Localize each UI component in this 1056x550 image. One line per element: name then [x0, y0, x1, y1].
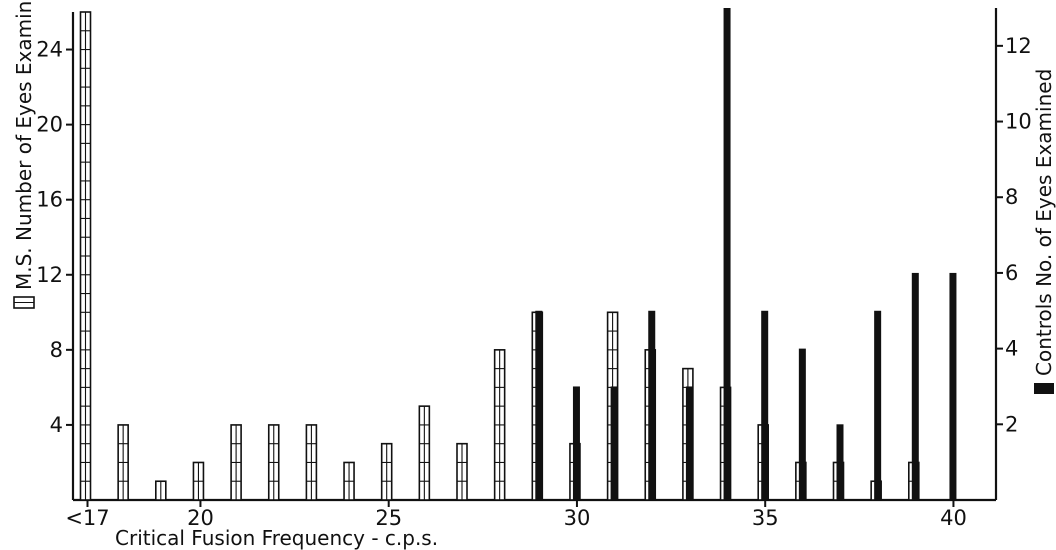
left-y-axis-title: M.S. Number of Eyes Examined — [12, 0, 36, 290]
x-ticks: <17 20 25 30 35 40 — [65, 500, 967, 530]
left-y-tick-label: 4 — [50, 413, 63, 437]
left-y-tick-label: 8 — [50, 338, 63, 362]
x-tick-label: 20 — [187, 506, 214, 530]
right-y-tick-label: 4 — [1005, 337, 1018, 361]
right-y-tick-label: 2 — [1005, 412, 1018, 436]
left-y-axis: 4 8 12 16 20 24 M.S. Number of Eyes Examined — [12, 0, 75, 500]
controls-bar — [761, 310, 769, 500]
ms-bar — [305, 424, 318, 501]
x-axis: <17 20 25 30 35 40 Critical Fusion Frequency … — [65, 498, 996, 550]
right-y-title-group: Controls No. of Eyes Examined — [1032, 69, 1056, 394]
x-tick-label: 30 — [564, 506, 591, 530]
left-y-tick-label: 20 — [36, 113, 63, 137]
x-tick-label: <17 — [65, 506, 109, 530]
controls-bar — [610, 386, 618, 500]
right-y-tick-label: 12 — [1005, 34, 1032, 58]
right-y-tick-label: 6 — [1005, 261, 1018, 285]
ms-series — [79, 11, 920, 501]
controls-bar — [572, 386, 580, 500]
right-y-axis: 2 4 6 8 10 12 Controls No. of Eyes Examined — [994, 8, 1056, 500]
x-tick-label: 25 — [375, 506, 402, 530]
controls-bar — [949, 272, 957, 500]
controls-bar — [874, 310, 882, 500]
ms-bar — [192, 461, 205, 501]
ms-bar — [230, 424, 242, 501]
controls-bar — [685, 386, 693, 500]
ms-bar — [380, 442, 393, 501]
right-y-tick-label: 8 — [1005, 185, 1018, 209]
left-y-title-group: M.S. Number of Eyes Examined — [12, 0, 36, 309]
left-y-tick-label: 24 — [36, 38, 63, 62]
ms-bar — [456, 442, 468, 501]
ms-bar — [267, 424, 280, 501]
controls-bar — [798, 348, 806, 500]
ms-bar — [493, 349, 506, 501]
x-tick-label: 35 — [752, 506, 779, 530]
left-y-ticks: 4 8 12 16 20 24 — [36, 38, 73, 437]
controls-bar — [836, 424, 844, 500]
controls-bar — [535, 310, 543, 500]
right-y-axis-title: Controls No. of Eyes Examined — [1032, 69, 1056, 376]
controls-bar — [723, 8, 731, 500]
controls-legend-swatch — [1034, 383, 1054, 394]
ms-bar — [418, 405, 431, 501]
ms-bar — [343, 461, 355, 501]
x-axis-title: Critical Fusion Frequency - c.p.s. — [115, 526, 438, 550]
controls-series — [535, 8, 957, 500]
x-tick-label: 40 — [940, 506, 967, 530]
left-y-tick-label: 12 — [36, 263, 63, 287]
controls-bar — [648, 310, 656, 500]
ms-bar — [117, 424, 129, 501]
right-y-ticks: 2 4 6 8 10 12 — [996, 34, 1032, 436]
right-y-tick-label: 10 — [1005, 110, 1032, 134]
ms-bar — [79, 11, 92, 501]
bars — [79, 8, 957, 501]
controls-bar — [911, 272, 919, 500]
ms-bar — [155, 480, 167, 501]
left-y-tick-label: 16 — [36, 188, 63, 212]
